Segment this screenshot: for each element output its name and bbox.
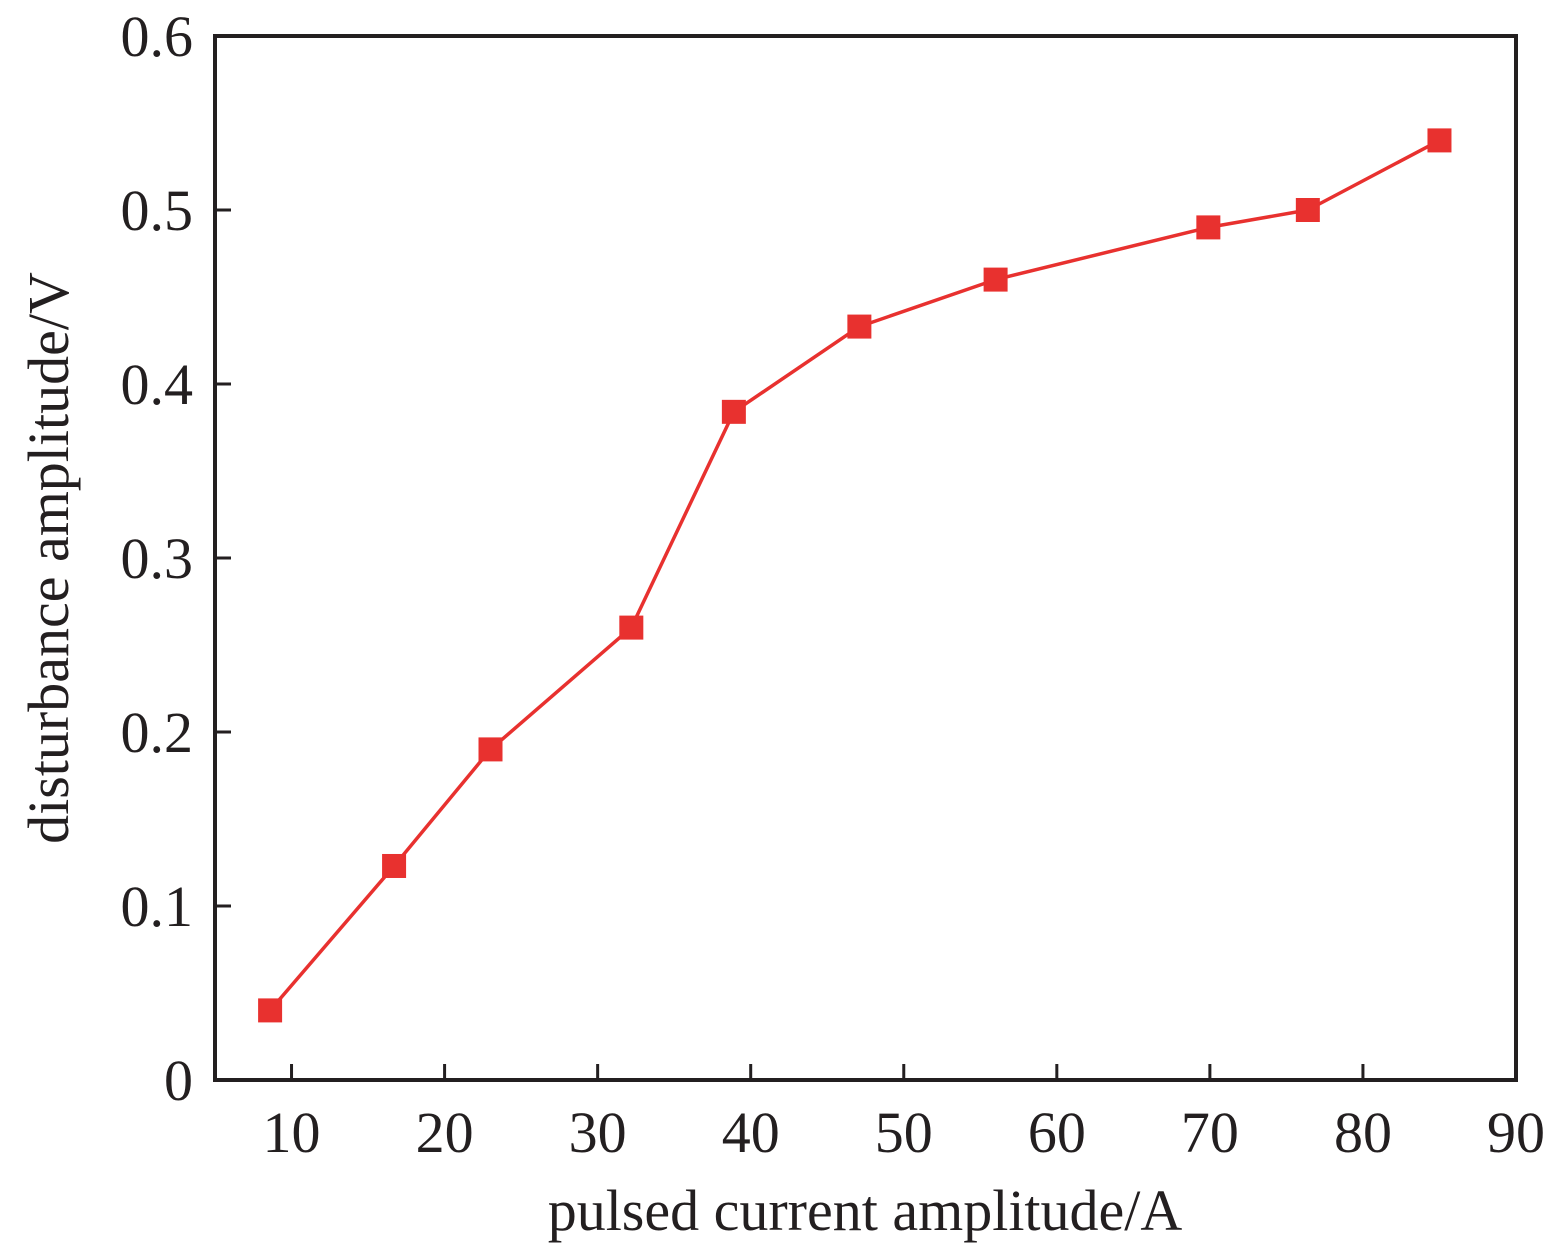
data-point-marker	[1427, 128, 1452, 153]
y-tick-label: 0.5	[121, 178, 194, 243]
x-tick-label: 10	[263, 1100, 321, 1165]
x-tick-label: 70	[1181, 1100, 1239, 1165]
y-tick-label: 0	[164, 1048, 193, 1113]
data-point-marker	[478, 737, 503, 762]
y-tick-label: 0.1	[121, 874, 194, 939]
x-tick-label: 80	[1334, 1100, 1392, 1165]
y-tick-label: 0.4	[121, 352, 194, 417]
x-tick-label: 20	[416, 1100, 474, 1165]
data-point-marker	[1295, 198, 1320, 222]
y-axis-title: disturbance amplitude/V	[16, 272, 81, 844]
x-axis-title: pulsed current amplitude/A	[548, 1178, 1183, 1243]
series-markers	[258, 128, 1452, 1023]
data-point-marker	[847, 314, 872, 339]
data-point-marker	[258, 998, 283, 1023]
x-tick-label: 40	[722, 1100, 780, 1165]
data-point-marker	[721, 399, 746, 424]
data-point-marker	[983, 267, 1008, 292]
series-line	[268, 138, 1441, 1012]
y-axis-ticks	[215, 34, 231, 1082]
data-point-marker	[619, 615, 644, 640]
x-tick-label: 90	[1487, 1100, 1545, 1165]
data-point-marker	[382, 853, 407, 878]
y-tick-label: 0.2	[121, 700, 194, 765]
x-axis-ticks	[290, 1064, 1518, 1080]
y-tick-label: 0.3	[121, 526, 194, 591]
x-tick-label: 60	[1028, 1100, 1086, 1165]
plot-frame	[213, 34, 1518, 1082]
x-tick-label: 30	[569, 1100, 627, 1165]
x-axis-tick-labels: 10 20 30 40 50 60 70 80 90	[263, 1100, 1545, 1165]
x-tick-label: 50	[875, 1100, 933, 1165]
data-point-marker	[1196, 215, 1221, 240]
y-tick-label: 0.6	[121, 4, 194, 69]
y-axis-tick-labels: 0 0.1 0.2 0.3 0.4 0.5 0.6	[121, 4, 194, 1113]
